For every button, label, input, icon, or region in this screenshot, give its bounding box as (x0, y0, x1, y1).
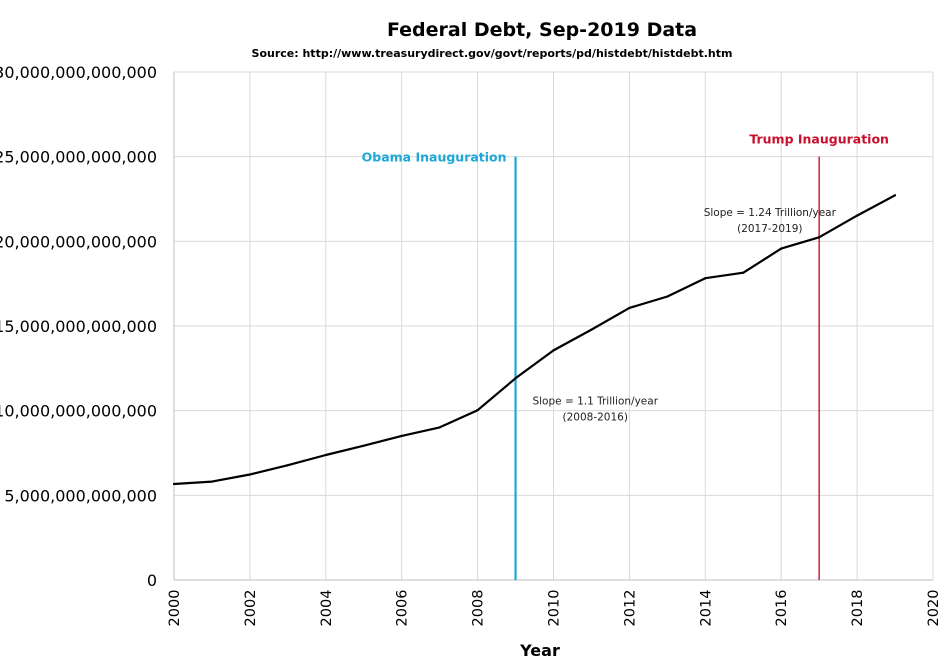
y-tick-label: 0 (147, 571, 157, 590)
data-point (780, 247, 783, 250)
x-axis-label: Year (519, 641, 560, 660)
y-tick-label: 25,000,000,000,000 (0, 148, 157, 167)
y-tick-label: 5,000,000,000,000 (4, 486, 157, 505)
x-tick-label: 2012 (622, 590, 638, 627)
data-point (362, 444, 365, 447)
trump-inauguration-label: Trump Inauguration (749, 132, 889, 147)
x-tick-label: 2000 (167, 590, 183, 627)
chart-title: Federal Debt, Sep-2019 Data (387, 19, 697, 41)
x-tick-label: 2018 (850, 590, 866, 627)
chart-subtitle: Source: http://www.treasurydirect.gov/go… (252, 47, 733, 60)
data-point (210, 480, 214, 483)
y-tick-label: 30,000,000,000,000 (0, 63, 157, 82)
slope-trump-line1: Slope = 1.24 Trillion/year (704, 207, 837, 219)
data-point (286, 464, 289, 467)
slope-trump-line2: (2017-2019) (737, 223, 802, 235)
y-tick-label: 10,000,000,000,000 (0, 402, 157, 421)
data-point (248, 473, 251, 476)
data-point (628, 306, 631, 309)
slope-obama-line1: Slope = 1.1 Trillion/year (532, 396, 658, 408)
series-line-federal-debt (173, 194, 896, 486)
x-tick-label: 2016 (774, 590, 790, 627)
data-point (438, 426, 441, 429)
x-tick-label: 2008 (471, 590, 487, 627)
y-axis-tick-labels: 0 5,000,000,000,000 10,000,000,000,000 15,0… (0, 63, 157, 590)
x-axis-tick-labels: 2000 2002 2004 2006 2008 2010 2012 2014 2016 2018… (167, 590, 942, 627)
x-tick-label: 2014 (698, 590, 714, 627)
data-point (856, 214, 859, 217)
reference-lines: Obama Inauguration Trump Inauguration (362, 132, 889, 580)
data-point (704, 277, 707, 280)
slope-obama-line2: (2008-2016) (563, 412, 628, 424)
series-layer (172, 194, 897, 486)
data-point (666, 295, 669, 298)
x-tick-label: 2006 (395, 590, 411, 627)
data-point (893, 194, 897, 197)
annotations: Slope = 1.1 Trillion/year (2008-2016) Slop… (532, 207, 836, 424)
y-tick-label: 15,000,000,000,000 (0, 317, 157, 336)
axes (173, 72, 933, 581)
data-point (818, 236, 821, 239)
data-point (172, 482, 176, 486)
data-point (552, 349, 555, 352)
obama-inauguration-label: Obama Inauguration (362, 150, 507, 165)
x-tick-label: 2020 (926, 590, 942, 627)
data-point (514, 377, 517, 380)
y-tick-label: 20,000,000,000,000 (0, 232, 157, 251)
data-point (742, 271, 745, 274)
gridlines (174, 71, 934, 580)
data-point (476, 409, 479, 412)
data-point (400, 434, 403, 437)
x-tick-label: 2010 (547, 590, 563, 627)
data-point (324, 453, 327, 457)
x-tick-label: 2002 (243, 590, 259, 627)
data-point (590, 328, 593, 331)
x-tick-label: 2004 (319, 590, 335, 627)
